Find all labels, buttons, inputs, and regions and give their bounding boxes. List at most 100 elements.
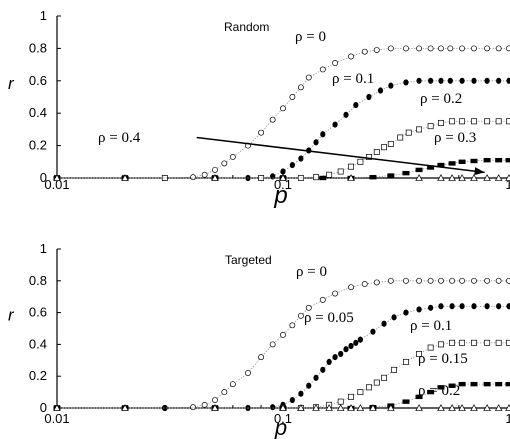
data-point bbox=[348, 393, 354, 400]
targeted-panel: 0 0.2 0.4 0.6 0.8 1 0.01 0.1 1 p r ρ = 0 ρ = 0.05 ρ =… bbox=[8, 241, 510, 439]
data-point bbox=[458, 174, 466, 181]
data-point bbox=[495, 45, 502, 52]
rho-annotation: ρ = 0.4 bbox=[98, 130, 141, 146]
data-point bbox=[495, 118, 502, 125]
data-point bbox=[269, 341, 276, 348]
data-point bbox=[377, 87, 384, 94]
data-point bbox=[320, 366, 326, 373]
data-point bbox=[416, 277, 423, 284]
data-point bbox=[387, 404, 395, 411]
data-point bbox=[347, 404, 355, 411]
data-point bbox=[397, 134, 404, 141]
data-point bbox=[121, 174, 129, 181]
data-point bbox=[506, 77, 510, 84]
data-point bbox=[357, 336, 363, 343]
data-point bbox=[162, 404, 168, 412]
data-point bbox=[416, 126, 423, 133]
data-point bbox=[373, 47, 380, 53]
data-point bbox=[415, 167, 423, 173]
data-point bbox=[427, 123, 434, 130]
data-point bbox=[190, 404, 197, 411]
data-point bbox=[357, 158, 364, 165]
data-point bbox=[471, 118, 477, 125]
data-point bbox=[387, 277, 394, 284]
y-tick-label: 0.4 bbox=[29, 336, 47, 351]
data-point bbox=[470, 158, 478, 164]
data-point bbox=[437, 385, 445, 390]
data-point bbox=[221, 389, 228, 396]
rho-annotation: ρ = 0.2 bbox=[420, 91, 462, 107]
data-point bbox=[347, 174, 355, 181]
data-point bbox=[471, 77, 477, 84]
data-point bbox=[448, 404, 456, 411]
data-point bbox=[459, 303, 465, 310]
data-point bbox=[211, 174, 219, 181]
panel-title: Targeted bbox=[225, 253, 272, 267]
data-point bbox=[427, 165, 435, 170]
data-point bbox=[280, 105, 286, 112]
data-point bbox=[459, 77, 465, 84]
data-point bbox=[458, 404, 466, 411]
data-point bbox=[289, 396, 295, 404]
data-point bbox=[402, 170, 410, 176]
y-axis-label: r bbox=[8, 306, 15, 325]
data-point bbox=[279, 404, 287, 411]
data-point bbox=[212, 166, 218, 173]
data-point bbox=[449, 277, 456, 284]
data-point bbox=[348, 163, 354, 170]
random-panel: 0 0.2 0.4 0.6 0.8 1 0.01 0.1 1 p r ρ = 0 ρ = 0.1 ρ = … bbox=[8, 8, 510, 209]
data-point bbox=[483, 381, 491, 387]
data-point bbox=[279, 174, 287, 181]
data-point bbox=[343, 111, 349, 118]
rho-annotation: ρ = 0.3 bbox=[434, 130, 476, 146]
data-point bbox=[381, 320, 387, 327]
data-point bbox=[506, 118, 510, 125]
data-point bbox=[326, 171, 333, 178]
data-point bbox=[325, 404, 333, 411]
data-point bbox=[298, 390, 304, 397]
y-tick-label: 0 bbox=[40, 170, 47, 185]
data-point bbox=[449, 303, 455, 310]
data-point bbox=[319, 175, 327, 181]
data-point bbox=[438, 45, 444, 52]
data-point bbox=[391, 366, 397, 373]
data-point bbox=[506, 339, 510, 346]
data-point bbox=[53, 404, 61, 411]
data-point bbox=[416, 306, 422, 313]
data-point bbox=[428, 304, 434, 311]
data-point bbox=[211, 404, 219, 411]
data-point bbox=[415, 174, 423, 181]
data-point bbox=[470, 404, 478, 411]
y-tick-label: 1 bbox=[40, 241, 47, 256]
data-point bbox=[337, 398, 344, 405]
data-point bbox=[438, 119, 444, 126]
data-point bbox=[458, 159, 466, 164]
data-point bbox=[212, 397, 218, 403]
data-point bbox=[471, 303, 477, 310]
data-point bbox=[297, 84, 304, 91]
data-point bbox=[348, 53, 354, 60]
data-point bbox=[357, 389, 364, 396]
data-point bbox=[258, 129, 265, 136]
data-point bbox=[438, 341, 444, 348]
data-point bbox=[415, 404, 423, 411]
data-point bbox=[313, 139, 319, 146]
data-point bbox=[326, 358, 332, 365]
rho-annotation: ρ = 0.2 bbox=[418, 383, 460, 399]
data-point bbox=[437, 404, 445, 411]
data-point bbox=[332, 60, 339, 66]
data-point bbox=[201, 401, 208, 408]
data-point bbox=[369, 404, 377, 411]
rho-annotation: ρ = 0.1 bbox=[332, 71, 374, 87]
data-point bbox=[391, 314, 397, 321]
data-point bbox=[388, 82, 394, 89]
data-point bbox=[320, 131, 326, 138]
data-point bbox=[438, 303, 444, 310]
data-point bbox=[494, 404, 503, 411]
data-point bbox=[484, 303, 490, 310]
data-point bbox=[319, 296, 326, 303]
data-point bbox=[506, 277, 510, 284]
data-point bbox=[494, 174, 503, 181]
data-point bbox=[449, 339, 456, 346]
data-point bbox=[495, 157, 503, 163]
